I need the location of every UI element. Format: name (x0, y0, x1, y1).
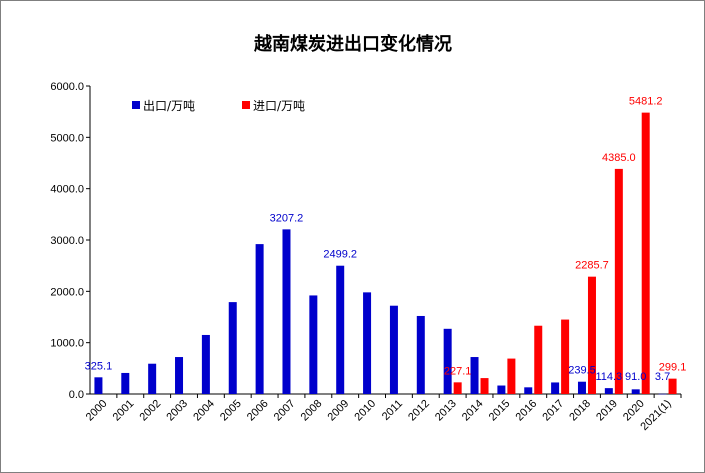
y-tick-label: 3000.0 (50, 235, 84, 247)
x-tick-label: 2013 (433, 398, 459, 424)
export-bar (175, 357, 184, 394)
x-tick-label: 2006 (245, 398, 271, 424)
chart-title: 越南煤炭进出口变化情况 (253, 33, 452, 55)
x-tick-label: 2019 (594, 398, 620, 424)
legend-swatch-export (132, 101, 140, 109)
import-bar (561, 319, 570, 394)
export-bar (631, 389, 640, 394)
y-tick-label: 5000.0 (50, 132, 84, 144)
export-bar (94, 377, 103, 394)
import-bars (453, 112, 677, 394)
x-tick-label: 2011 (380, 398, 405, 423)
x-tick-label: 2000 (84, 398, 110, 424)
y-tick-label: 1000.0 (50, 338, 84, 350)
export-bar (228, 302, 237, 394)
x-tick-label: 2004 (191, 398, 217, 424)
import-bar (587, 276, 596, 394)
x-tick-label: 2010 (352, 398, 378, 424)
y-tick-label: 6000.0 (50, 81, 84, 93)
export-bar (524, 387, 533, 394)
x-tick-label: 2003 (164, 398, 190, 424)
x-tick-label: 2009 (326, 398, 352, 424)
export-bar (604, 388, 613, 394)
import-bar (480, 378, 489, 394)
export-bar (389, 305, 398, 394)
export-bars (94, 229, 667, 395)
x-tick-label: 2008 (299, 398, 325, 424)
import-data-label: 4385.0 (602, 152, 636, 164)
x-tick-label: 2018 (567, 398, 593, 424)
x-tick-label: 2007 (272, 398, 298, 424)
import-data-label: 2285.7 (575, 260, 609, 272)
export-bar (497, 385, 506, 394)
x-tick-label: 2005 (218, 398, 244, 424)
export-bar (658, 393, 667, 395)
x-tick-label: 2015 (487, 398, 513, 424)
export-bar (282, 229, 291, 394)
legend: 出口/万吨 进口/万吨 (132, 99, 305, 113)
x-tick-label: 2012 (406, 398, 432, 424)
x-tick-label: 2001 (111, 398, 137, 424)
import-bar (534, 325, 543, 394)
export-bar (363, 292, 372, 394)
export-bar (255, 244, 264, 394)
export-data-label: 239.5 (568, 365, 596, 377)
export-data-label: 325.1 (85, 360, 113, 372)
export-data-label: 3207.2 (270, 212, 304, 224)
export-bar (577, 381, 586, 394)
export-bar (201, 334, 210, 394)
export-bar (336, 265, 345, 394)
export-data-label: 114.3 (595, 371, 622, 383)
export-bar (148, 363, 157, 394)
import-bar (668, 378, 677, 394)
export-bar (470, 357, 479, 394)
x-tick-label: 2021(1) (638, 398, 673, 433)
y-tick-label: 2000.0 (50, 286, 84, 298)
import-bar (453, 382, 462, 394)
legend-label-export: 出口/万吨 (143, 99, 195, 113)
export-bar (309, 295, 318, 394)
import-data-label: 227.1 (444, 365, 472, 377)
legend-swatch-import (242, 101, 250, 109)
legend-label-import: 进口/万吨 (253, 99, 305, 113)
export-bar (121, 372, 130, 394)
export-bar (416, 315, 425, 394)
x-tick-label: 2002 (137, 398, 163, 424)
export-data-label: 91.0 (625, 371, 646, 383)
export-bar (443, 328, 452, 394)
x-tick-label: 2014 (460, 398, 486, 424)
import-data-label: 5481.2 (629, 96, 663, 108)
import-data-label: 299.1 (659, 362, 687, 374)
import-bar (507, 358, 516, 394)
import-bar (614, 168, 623, 394)
y-tick-label: 4000.0 (50, 184, 84, 196)
export-data-label: 2499.2 (323, 249, 357, 261)
x-tick-label: 2017 (540, 398, 566, 424)
y-tick-label: 0.0 (69, 389, 84, 401)
export-data-label: 3.7 (655, 371, 670, 383)
import-bar (641, 112, 650, 394)
x-tick-label: 2016 (514, 398, 540, 424)
export-bar (551, 382, 560, 394)
